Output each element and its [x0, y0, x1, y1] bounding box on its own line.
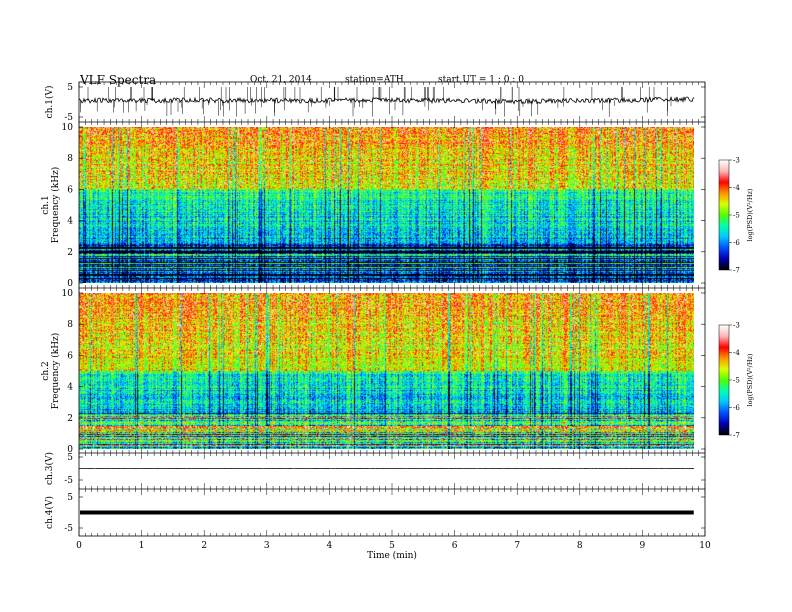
y-tick-label: 0: [67, 279, 73, 289]
date-label: Oct. 21, 2014: [250, 75, 312, 85]
ch3-ylabel: ch.3(V): [44, 452, 55, 485]
ch1-waveform-line: [78, 95, 695, 105]
colorbar-tick-label: -6: [733, 239, 740, 247]
x-tick-label: 7: [514, 541, 520, 551]
y-tick-label: 4: [67, 383, 73, 393]
y-tick-label: 4: [67, 217, 73, 227]
colorbar-tick-label: -7: [733, 432, 740, 440]
y-tick-label: 8: [67, 154, 73, 164]
x-tick-label: 1: [139, 541, 145, 551]
colorbar-label: log(PSD)(V²/Hz): [746, 188, 754, 241]
spectrogram-ch2-image: [79, 293, 694, 449]
colorbar-ch1: [719, 160, 729, 270]
x-axis-label: Time (min): [367, 550, 417, 561]
y-tick-label: 6: [67, 185, 73, 195]
colorbar-ch2: [719, 325, 729, 435]
ch-label: ch.1: [41, 195, 51, 214]
y-tick-label: 10: [62, 123, 74, 133]
y-tick-label: 5: [67, 83, 73, 93]
x-tick-label: 6: [452, 541, 458, 551]
y-tick-label: -5: [64, 476, 73, 486]
x-tick-label: 9: [640, 541, 646, 551]
colorbar-tick-label: -3: [733, 322, 740, 330]
y-tick-label: 2: [67, 248, 73, 258]
spectrogram-ch1-image: [79, 127, 694, 283]
x-tick-label: 3: [264, 541, 270, 551]
start-time-label: start UT = 1 : 0 : 0: [438, 75, 524, 85]
x-tick-label: 8: [577, 541, 583, 551]
colorbar-tick-label: -5: [733, 212, 740, 220]
x-tick-label: 2: [201, 541, 207, 551]
colorbar-tick-label: -4: [733, 184, 740, 192]
y-tick-label: -5: [64, 524, 73, 534]
ch4-ylabel: ch.4(V): [44, 496, 55, 529]
colorbar-tick-label: -5: [733, 377, 740, 385]
y-tick-label: 2: [67, 414, 73, 424]
ch1-ylabel: ch.1(V): [44, 86, 55, 119]
y-tick-label: 8: [67, 320, 73, 330]
y-tick-label: 5: [67, 493, 73, 503]
frequency-label: Frequency (kHz): [50, 333, 61, 410]
y-tick-label: 0: [67, 445, 73, 455]
y-tick-label: 5: [67, 453, 73, 463]
y-tick-label: 10: [62, 289, 74, 299]
colorbar-tick-label: -3: [733, 157, 740, 165]
x-tick-label: 0: [76, 541, 82, 551]
ch-label: ch.2: [41, 361, 51, 380]
colorbar-tick-label: -6: [733, 404, 740, 412]
y-tick-label: -5: [64, 113, 73, 123]
colorbar-tick-label: -4: [733, 349, 740, 357]
y-tick-label: 6: [67, 351, 73, 361]
frequency-label: Frequency (kHz): [50, 167, 61, 244]
x-tick-label: 5: [389, 541, 395, 551]
colorbar-tick-label: -7: [733, 267, 740, 275]
ch1-spikes: [80, 87, 672, 117]
chart-title: VLF Spectra: [80, 73, 157, 87]
x-tick-label: 4: [327, 541, 333, 551]
station-label: station=ATH: [345, 75, 404, 85]
colorbar-label: log(PSD)(V²/Hz): [746, 353, 754, 406]
x-tick-label: 10: [699, 541, 711, 551]
